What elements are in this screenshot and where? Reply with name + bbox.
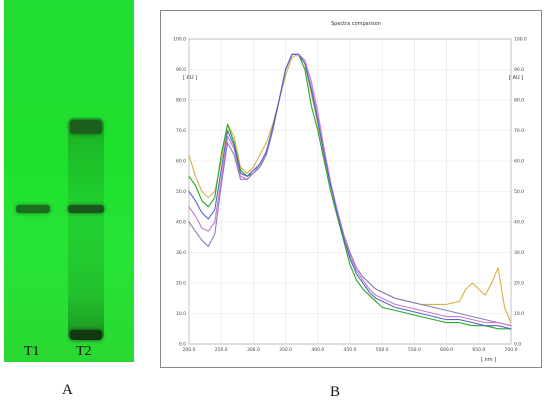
x-tick-label: 200.0 [183, 347, 196, 353]
x-tick-label: 650.0 [472, 347, 485, 353]
y-tick-label-right: 90.0 [514, 67, 524, 73]
y-tick-label-right: 0.0 [514, 342, 521, 348]
x-tick-label: 700.0 [505, 347, 518, 353]
y-tick-label-left: 80.0 [176, 98, 186, 104]
spectrum-line-3 [188, 53, 512, 327]
panel-a-caption: A [62, 382, 73, 398]
x-tick-label: 450.0 [344, 347, 357, 353]
lane-t2-band-top [70, 120, 102, 134]
spectra-chart: Spectra comparison [ AU ] [ AU ] [ nm ] … [173, 21, 527, 363]
y-tick-label-left: 70.0 [176, 128, 186, 134]
y-tick-label-right: 70.0 [514, 128, 524, 134]
y-tick-label-right: 30.0 [514, 250, 524, 256]
x-tick-label: 300.0 [247, 347, 260, 353]
x-tick-label: 550.0 [408, 347, 421, 353]
spectrum-line-2 [188, 53, 512, 330]
y-axis-label-right: [ AU ] [509, 75, 523, 81]
y-axis-label-left: [ AU ] [183, 75, 197, 81]
x-tick-label: 400.0 [311, 347, 324, 353]
y-tick-label-left: 90.0 [176, 67, 186, 73]
spectra-panel: Spectra comparison [ AU ] [ AU ] [ nm ] … [160, 10, 542, 368]
spectrum-line-5 [188, 53, 512, 330]
lane-label-t2: T2 [76, 344, 92, 359]
tlc-plate: T1 T2 [4, 0, 134, 362]
chart-title: Spectra comparison [331, 21, 381, 27]
y-tick-label-right: 100.0 [514, 37, 527, 43]
y-tick-label-left: 60.0 [176, 159, 186, 165]
lane-t2-smear [68, 118, 104, 340]
spectrum-line-4 [188, 53, 512, 327]
lane-label-t1: T1 [24, 344, 40, 359]
y-tick-label-left: 50.0 [176, 189, 186, 195]
y-tick-label-left: 40.0 [176, 220, 186, 226]
lane-t2-band-middle [68, 205, 104, 213]
y-tick-label-left: 20.0 [176, 281, 186, 287]
x-tick-label: 250.0 [215, 347, 228, 353]
y-tick-label-right: 10.0 [514, 311, 524, 317]
y-tick-label-right: 20.0 [514, 281, 524, 287]
y-tick-label-right: 40.0 [514, 220, 524, 226]
y-tick-label-right: 50.0 [514, 189, 524, 195]
panel-b-caption: B [330, 384, 341, 400]
y-tick-label-right: 80.0 [514, 98, 524, 104]
x-tick-label: 600.0 [440, 347, 453, 353]
x-tick-label: 350.0 [279, 347, 292, 353]
y-tick-label-left: 0.0 [179, 342, 186, 348]
x-axis-label: [ nm ] [481, 357, 496, 363]
y-tick-label-left: 30.0 [176, 250, 186, 256]
y-tick-label-left: 100.0 [173, 37, 186, 43]
lane-t1-band [16, 205, 50, 213]
x-tick-label: 500.0 [376, 347, 389, 353]
lane-t2-band-bottom [70, 330, 102, 340]
y-tick-label-left: 10.0 [176, 311, 186, 317]
y-tick-label-right: 60.0 [514, 159, 524, 165]
